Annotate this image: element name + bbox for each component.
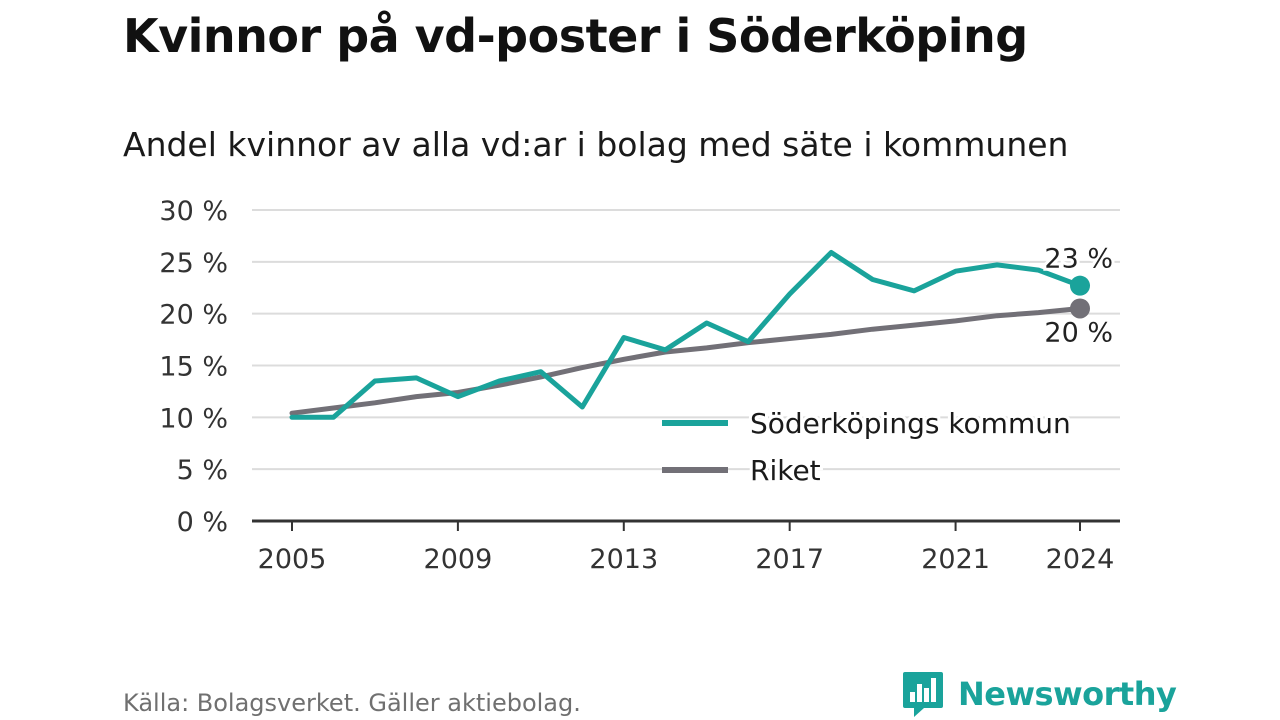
series-line-kommun <box>289 250 1083 420</box>
line-chart: 0 % 5 % 10 % 15 % 20 % 25 % 30 % 2005 2009 2013 20… <box>159 196 1120 575</box>
x-tick-label: 2005 <box>258 544 327 575</box>
bar-chart-speech-bubble-icon <box>903 672 943 717</box>
y-tick-label: 20 % <box>159 300 228 331</box>
brand-name: Newsworthy <box>958 675 1177 713</box>
chart-title: Kvinnor på vd-poster i Söderköping <box>123 9 1028 63</box>
x-tick-label: 2017 <box>755 544 824 575</box>
x-tick-label: 2009 <box>424 544 493 575</box>
newsworthy-logo[interactable]: Newsworthy <box>902 670 1177 718</box>
legend-label: Söderköpings kommun <box>750 407 1071 440</box>
end-value-label: 23 % <box>1044 244 1113 275</box>
y-tick-label: 5 % <box>177 455 228 486</box>
legend-label: Riket <box>750 454 821 487</box>
chart-subtitle: Andel kvinnor av alla vd:ar i bolag med … <box>123 125 1069 164</box>
y-tick-label: 25 % <box>159 248 228 279</box>
x-tick-label: 2013 <box>589 544 658 575</box>
y-tick-label: 30 % <box>159 196 228 227</box>
source-note: Källa: Bolagsverket. Gäller aktiebolag. <box>123 689 581 717</box>
end-point-marker <box>1070 275 1090 296</box>
end-point-marker <box>1070 298 1090 319</box>
x-tick-label: 2024 <box>1046 544 1115 575</box>
y-tick-label: 10 % <box>159 403 228 434</box>
series-line-riket <box>289 306 1083 416</box>
end-value-label: 20 % <box>1044 317 1113 348</box>
y-tick-label: 15 % <box>159 352 228 383</box>
y-tick-label: 0 % <box>177 507 228 538</box>
x-tick-label: 2021 <box>921 544 990 575</box>
